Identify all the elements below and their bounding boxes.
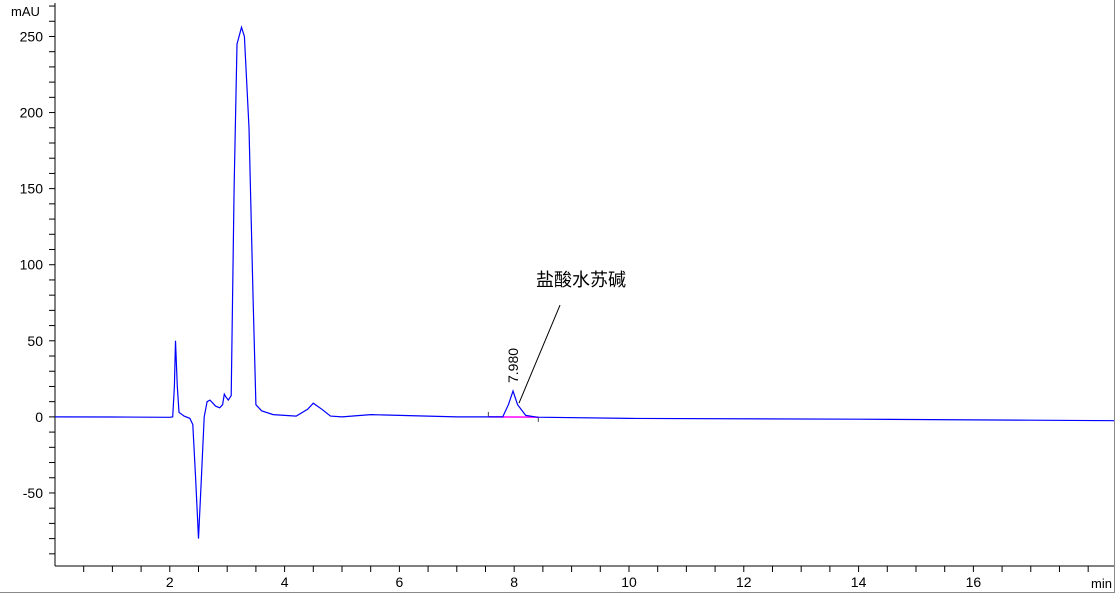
y-tick-label: 200 — [20, 105, 44, 121]
y-tick-label: 250 — [20, 28, 44, 44]
series-line — [54, 25, 1115, 539]
x-tick-label: 10 — [621, 574, 637, 590]
y-tick-label: 50 — [27, 333, 43, 349]
y-tick-label: 100 — [20, 257, 44, 273]
y-tick-label: 0 — [35, 409, 43, 425]
compound-label: 盐酸水苏碱 — [536, 270, 626, 291]
peak-retention-time-label: 7.980 — [505, 348, 521, 383]
y-axis-label: mAU — [11, 4, 40, 19]
annotation-leader-line — [518, 304, 561, 404]
x-tick-label: 4 — [281, 574, 289, 590]
x-tick-label: 14 — [851, 574, 867, 590]
x-tick-label: 12 — [736, 574, 752, 590]
x-tick-label: 8 — [510, 574, 518, 590]
ticks: 250 200 150 100 50 0 -50 2 4 6 8 10 12 14 16 — [20, 5, 1089, 590]
x-tick-label: 16 — [966, 574, 982, 590]
y-tick-label: 150 — [20, 181, 44, 197]
x-tick-label: 6 — [395, 574, 403, 590]
y-tick-label: -50 — [23, 485, 43, 501]
x-axis-label: min — [1091, 576, 1112, 591]
axes — [54, 3, 1114, 567]
x-tick-label: 2 — [166, 574, 174, 590]
